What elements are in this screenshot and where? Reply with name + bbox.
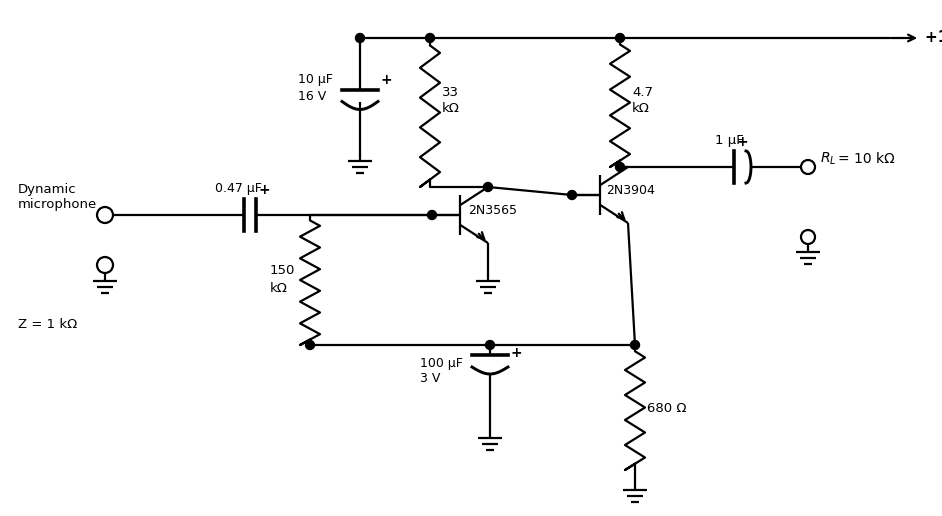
Text: 100 μF: 100 μF xyxy=(420,357,463,369)
Circle shape xyxy=(485,341,495,349)
Text: kΩ: kΩ xyxy=(632,103,650,116)
Text: +: + xyxy=(258,183,269,197)
Text: = 10 kΩ: = 10 kΩ xyxy=(838,152,895,166)
Text: $R_L$: $R_L$ xyxy=(820,151,836,167)
Text: 16 V: 16 V xyxy=(298,89,326,103)
Text: +: + xyxy=(736,135,748,149)
Text: kΩ: kΩ xyxy=(442,103,460,116)
Text: 150: 150 xyxy=(270,264,296,277)
Text: 2N3904: 2N3904 xyxy=(606,185,655,198)
Circle shape xyxy=(483,183,493,191)
Circle shape xyxy=(567,190,577,200)
Text: 0.47 μF: 0.47 μF xyxy=(215,182,262,195)
Circle shape xyxy=(615,163,625,171)
Circle shape xyxy=(355,34,365,42)
Circle shape xyxy=(630,341,640,349)
Circle shape xyxy=(615,34,625,42)
Text: +: + xyxy=(381,73,393,88)
Text: +: + xyxy=(510,346,522,360)
Text: 1 μF: 1 μF xyxy=(715,134,744,147)
Text: 680 Ω: 680 Ω xyxy=(647,401,687,414)
Text: Dynamic
microphone: Dynamic microphone xyxy=(18,183,97,211)
Text: kΩ: kΩ xyxy=(270,282,288,295)
Circle shape xyxy=(426,34,434,42)
Text: 2N3565: 2N3565 xyxy=(468,204,517,218)
Text: 10 μF: 10 μF xyxy=(298,73,333,87)
Text: 33: 33 xyxy=(442,87,459,100)
Text: Z = 1 kΩ: Z = 1 kΩ xyxy=(18,318,77,331)
Text: 3 V: 3 V xyxy=(420,373,440,385)
Text: 4.7: 4.7 xyxy=(632,87,653,100)
Circle shape xyxy=(305,341,315,349)
Circle shape xyxy=(428,211,436,219)
Text: +12 V: +12 V xyxy=(925,30,942,45)
